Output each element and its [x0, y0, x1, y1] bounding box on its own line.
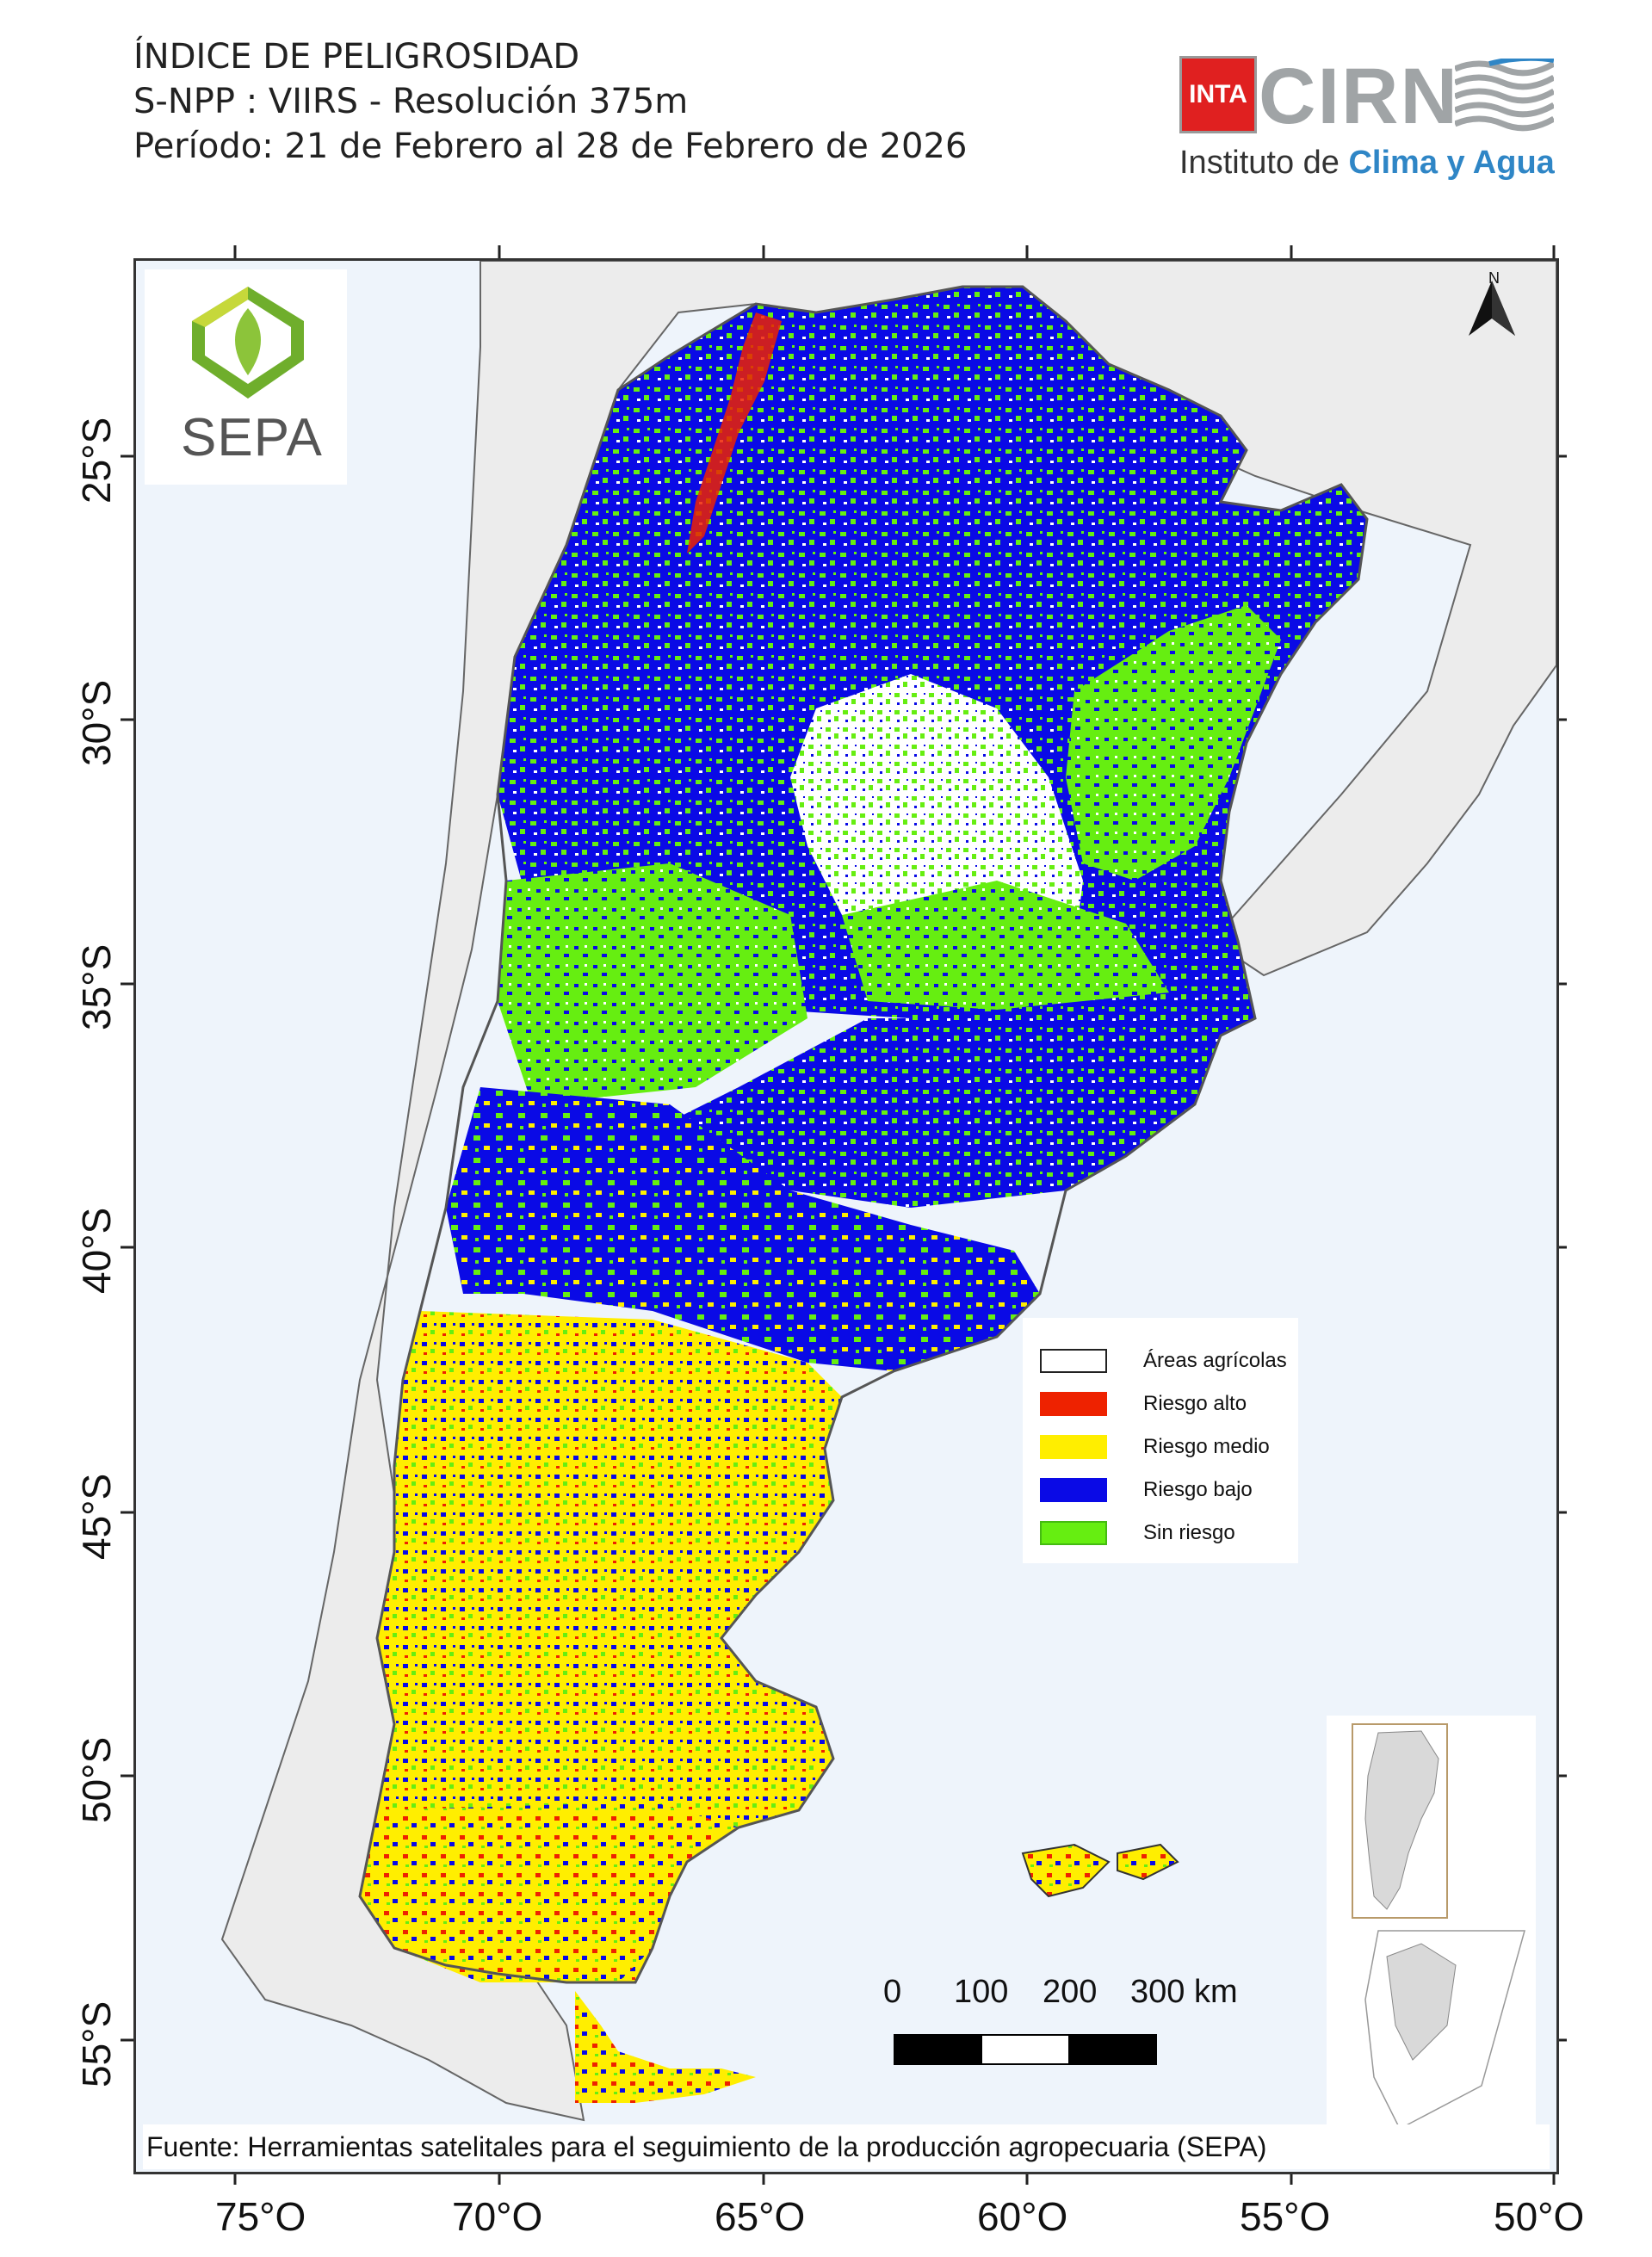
source-text: Fuente: Herramientas satelitales para el…	[143, 2124, 1550, 2169]
title-line-3: Período: 21 de Febrero al 28 de Febrero …	[133, 127, 968, 166]
argentina-tierra-del-fuego	[575, 1991, 756, 2103]
argentina-outline	[358, 285, 1369, 1984]
title-line-2: S-NPP : VIIRS - Resolución 375m	[133, 82, 689, 121]
argentina-buenos-aires	[670, 1001, 1221, 1208]
scale-label-300-km: 300 km	[1130, 1974, 1238, 2010]
instituto-clima-agua: Instituto de Clima y Agua	[1179, 145, 1555, 182]
cirn-logo-text: CIRN	[1259, 53, 1459, 140]
scale-label-100: 100	[954, 1974, 1009, 2010]
scale-label-200: 200	[1043, 1974, 1098, 2010]
scale-bar	[894, 2034, 1157, 2065]
legend-label: Riesgo bajo	[1143, 1478, 1253, 1501]
malvinas-islands	[1021, 1843, 1179, 1898]
lon-label-75: 75°O	[215, 2194, 306, 2239]
legend-swatch	[1040, 1478, 1107, 1502]
lon-label-60: 60°O	[977, 2194, 1068, 2239]
lon-label-65: 65°O	[715, 2194, 806, 2239]
lon-label-70: 70°O	[452, 2194, 543, 2239]
lon-label-50: 50°O	[1494, 2194, 1585, 2239]
inset-locator-map	[1327, 1716, 1536, 2146]
lon-label-55: 55°O	[1240, 2194, 1331, 2239]
legend-label: Riesgo medio	[1143, 1435, 1270, 1458]
legend-swatch	[1040, 1435, 1107, 1459]
sepa-logo-text: SEPA	[181, 408, 323, 467]
scale-label-0: 0	[883, 1974, 902, 2010]
legend-swatch	[1040, 1521, 1107, 1545]
title-line-1: ÍNDICE DE PELIGROSIDAD	[133, 37, 580, 77]
andes-high-risk-strip	[687, 312, 782, 553]
map-canvas	[220, 261, 1556, 2122]
inta-logo: INTA	[1179, 56, 1257, 133]
map-title: ÍNDICE DE PELIGROSIDAD S-NPP : VIIRS - R…	[133, 34, 967, 169]
north-arrow-icon	[1469, 281, 1515, 336]
sepa-logo: SEPA	[145, 269, 347, 485]
legend-swatch	[1040, 1392, 1107, 1416]
legend-label: Áreas agrícolas	[1143, 1349, 1287, 1372]
instituto-accent: Clima y Agua	[1348, 145, 1555, 181]
argentina-green-pampa	[842, 881, 1169, 1010]
sepa-leaf-icon	[192, 287, 304, 399]
argentina-santa-cruz	[360, 1802, 739, 1982]
map-frame: SEPA N Áreas agrícolas Riesgo alto Riesg…	[133, 258, 1559, 2174]
instituto-prefix: Instituto de	[1179, 145, 1349, 181]
legend-label: Sin riesgo	[1143, 1521, 1235, 1544]
argentina-green-east	[1066, 605, 1281, 881]
legend-swatch	[1040, 1349, 1107, 1373]
legend: Áreas agrícolas Riesgo alto Riesgo medio…	[1023, 1318, 1298, 1563]
argentina-green-west	[498, 863, 807, 1104]
argentina-cuyo	[446, 1087, 1040, 1371]
inset-map-svg	[1352, 1723, 1525, 2130]
cirn-waves-icon	[1455, 59, 1554, 132]
legend-label: Riesgo alto	[1143, 1392, 1247, 1415]
